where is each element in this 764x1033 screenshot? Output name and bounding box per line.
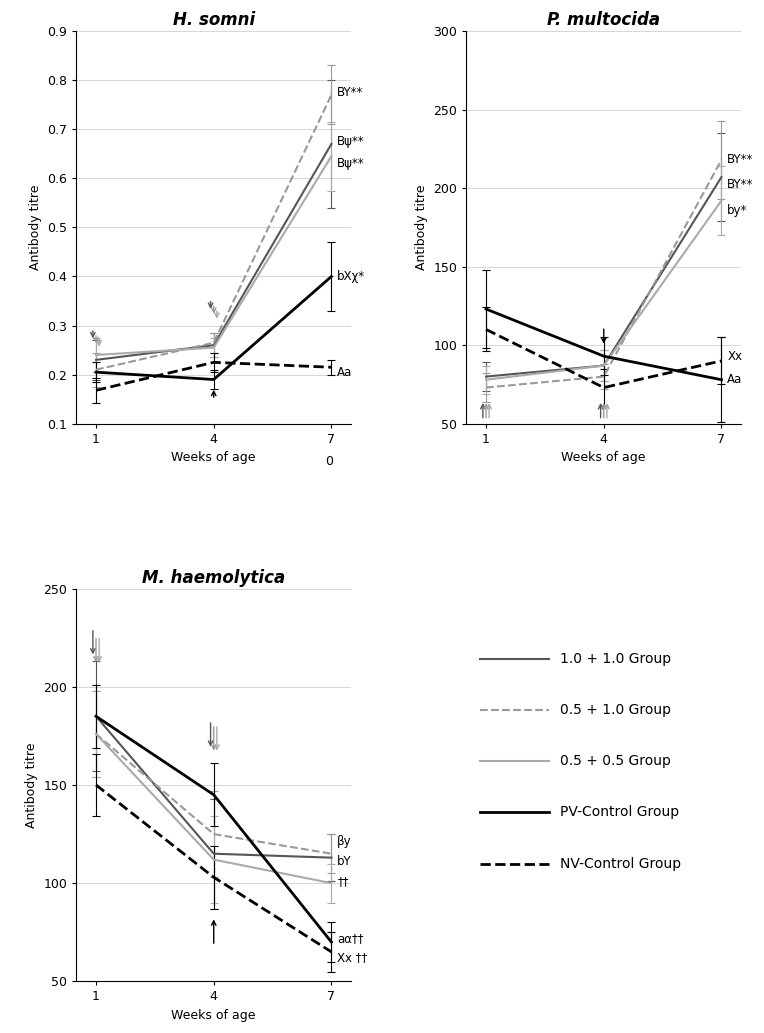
Title: H. somni: H. somni [173,11,255,29]
Text: 0.5 + 1.0 Group: 0.5 + 1.0 Group [560,703,671,717]
Text: 0.5 + 0.5 Group: 0.5 + 0.5 Group [560,754,671,769]
Text: bXχ*: bXχ* [338,270,365,283]
Text: βy: βy [338,836,352,848]
X-axis label: Weeks of age: Weeks of age [171,451,256,464]
Text: PV-Control Group: PV-Control Group [560,806,679,819]
Y-axis label: Antibody titre: Antibody titre [25,743,38,827]
Text: Xx: Xx [727,349,743,363]
Text: BY**: BY** [727,153,754,166]
Text: 1.0 + 1.0 Group: 1.0 + 1.0 Group [560,652,671,666]
Y-axis label: Antibody titre: Antibody titre [29,185,42,270]
Title: M. haemolytica: M. haemolytica [142,569,286,587]
Text: Bψ**: Bψ** [338,135,365,148]
Text: Aa: Aa [727,373,743,386]
Text: Bψ**: Bψ** [338,157,365,170]
Text: by*: by* [727,204,748,217]
X-axis label: Weeks of age: Weeks of age [171,1009,256,1022]
Text: ††: †† [338,875,349,887]
Text: NV-Control Group: NV-Control Group [560,856,681,871]
Y-axis label: Antibody titre: Antibody titre [415,185,428,270]
Text: Aa: Aa [338,366,352,379]
Text: BY**: BY** [727,179,754,191]
Text: aα††: aα†† [338,932,364,944]
Text: BY**: BY** [338,86,364,99]
Title: P. multocida: P. multocida [547,11,660,29]
X-axis label: Weeks of age: Weeks of age [562,451,646,464]
Text: Xx ††: Xx †† [338,951,367,964]
Text: bY: bY [338,855,352,868]
Text: 0: 0 [325,456,333,468]
